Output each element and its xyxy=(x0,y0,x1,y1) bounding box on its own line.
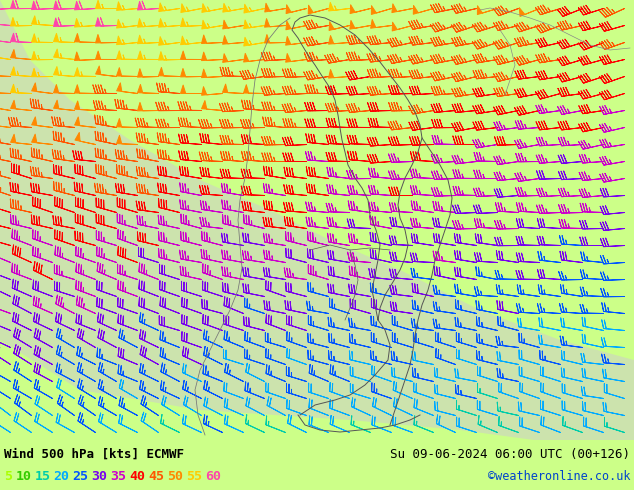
Text: 10: 10 xyxy=(15,469,32,483)
Text: 35: 35 xyxy=(110,469,127,483)
Text: Su 09-06-2024 06:00 UTC (00+126): Su 09-06-2024 06:00 UTC (00+126) xyxy=(390,448,630,461)
Text: 60: 60 xyxy=(205,469,221,483)
Text: 30: 30 xyxy=(91,469,108,483)
Text: 45: 45 xyxy=(148,469,164,483)
Text: 15: 15 xyxy=(34,469,51,483)
Text: 55: 55 xyxy=(186,469,202,483)
Text: 50: 50 xyxy=(167,469,183,483)
Text: 20: 20 xyxy=(53,469,70,483)
Text: ©weatheronline.co.uk: ©weatheronline.co.uk xyxy=(488,469,630,483)
Text: Wind 500 hPa [kts] ECMWF: Wind 500 hPa [kts] ECMWF xyxy=(4,448,184,461)
Text: 25: 25 xyxy=(72,469,89,483)
Text: 40: 40 xyxy=(129,469,145,483)
Polygon shape xyxy=(0,0,634,440)
Text: 5: 5 xyxy=(4,469,12,483)
